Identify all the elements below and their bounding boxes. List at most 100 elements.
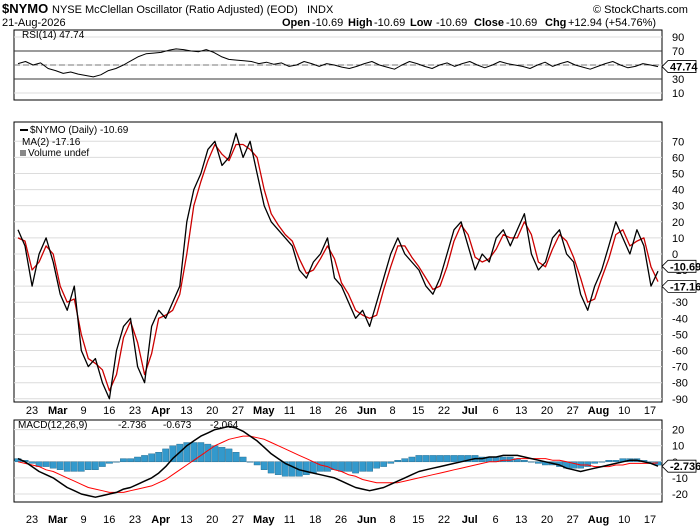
price-last-value: -10.69 bbox=[670, 261, 700, 273]
macd-histogram-bar bbox=[253, 461, 261, 466]
high-label: High bbox=[348, 17, 373, 29]
macd-histogram-bar bbox=[450, 455, 458, 462]
macd-histogram-bar bbox=[387, 461, 395, 464]
price-last-value-box bbox=[661, 259, 697, 273]
price-tick-label: 20 bbox=[672, 217, 684, 229]
macd-histogram-bar bbox=[394, 460, 402, 463]
x-tick-label: 17 bbox=[644, 514, 656, 526]
macd-histogram-bar bbox=[84, 461, 92, 470]
macd-histogram-bar bbox=[499, 456, 507, 463]
macd-histogram-bar bbox=[303, 461, 310, 475]
x-tick-label: 15 bbox=[412, 405, 424, 417]
macd-histogram-bar bbox=[612, 460, 620, 463]
macd-histogram-bar bbox=[155, 452, 163, 463]
price-tick-label: -40 bbox=[672, 313, 688, 325]
x-tick-label: 10 bbox=[618, 514, 630, 526]
macd-histogram-bar bbox=[478, 456, 486, 463]
macd-legend-value-macd: -2.736 bbox=[118, 420, 147, 431]
macd-histogram-bar bbox=[528, 461, 535, 463]
close-label: Close bbox=[474, 17, 504, 29]
x-tick-label: 10 bbox=[618, 405, 630, 417]
macd-histogram-bar bbox=[113, 461, 120, 463]
rsi-last-value: 47.74 bbox=[670, 62, 698, 74]
rsi-last-value-box bbox=[661, 60, 697, 73]
x-tick-label: 17 bbox=[644, 405, 656, 417]
price-tick-label: 30 bbox=[672, 201, 684, 213]
macd-histogram-bar bbox=[422, 455, 430, 462]
x-tick-label: 11 bbox=[284, 405, 295, 417]
macd-histogram-bar bbox=[183, 442, 191, 462]
rsi-tick-label: 10 bbox=[672, 88, 684, 100]
macd-histogram-bar bbox=[246, 461, 254, 463]
macd-histogram-bar bbox=[42, 461, 50, 467]
macd-histogram-bar bbox=[204, 443, 212, 463]
x-axis-price: 23 Mar 9 16 23 Apr 13 20 27 May 11 18 26 Jun 8 15 22 Jul 6… bbox=[26, 405, 656, 417]
x-tick-label: 6 bbox=[492, 405, 498, 417]
x-tick-label: 16 bbox=[103, 405, 115, 417]
macd-histogram-bar bbox=[408, 456, 416, 463]
macd-histogram-bar bbox=[162, 448, 170, 462]
low-value: -10.69 bbox=[436, 17, 467, 29]
x-tick-label: 9 bbox=[80, 514, 86, 526]
exchange: INDX bbox=[307, 4, 334, 16]
macd-histogram-bar bbox=[197, 442, 205, 462]
macd-histogram-bar bbox=[436, 455, 444, 462]
x-tick-label: 9 bbox=[80, 405, 86, 417]
volume-legend-swatch bbox=[20, 150, 26, 156]
rsi-line bbox=[17, 48, 659, 78]
x-tick-label: 13 bbox=[180, 514, 192, 526]
macd-histogram-bar bbox=[274, 461, 282, 475]
x-tick-label: 20 bbox=[206, 514, 218, 526]
macd-histogram-bar bbox=[584, 461, 592, 467]
macd-line bbox=[17, 425, 659, 498]
macd-legend-value-hist: -2.064 bbox=[210, 420, 239, 431]
x-tick-label: 13 bbox=[515, 405, 527, 417]
price-legend: $NYMO (Daily) -10.69 bbox=[30, 125, 129, 136]
x-tick-label: 22 bbox=[438, 514, 450, 526]
price-tick-label: 10 bbox=[672, 233, 684, 245]
close-value: -10.69 bbox=[506, 17, 537, 29]
x-tick-label: 11 bbox=[284, 514, 295, 526]
price-tick-label: -60 bbox=[672, 346, 688, 358]
macd-histogram-bar bbox=[267, 461, 275, 474]
x-tick-label: 23 bbox=[26, 405, 38, 417]
macd-histogram-bar bbox=[28, 461, 36, 464]
macd-histogram-bar bbox=[373, 461, 381, 469]
macd-histogram-bar bbox=[225, 448, 233, 462]
macd-histogram-bar bbox=[359, 461, 367, 472]
price-panel: 706050403020100-10-20-30-40-50-60-70-80-… bbox=[13, 121, 700, 406]
macd-histogram-bar bbox=[98, 461, 106, 467]
price-tick-label: -90 bbox=[672, 394, 688, 406]
macd-histogram-bar bbox=[232, 452, 240, 463]
x-tick-label: 23 bbox=[129, 405, 141, 417]
price-frame bbox=[13, 121, 663, 403]
x-tick-label: Apr bbox=[151, 405, 171, 417]
macd-histogram-bar bbox=[605, 460, 613, 463]
x-tick-label: 16 bbox=[103, 514, 115, 526]
x-tick-label: 8 bbox=[389, 514, 395, 526]
macd-histogram-bar bbox=[535, 461, 542, 464]
high-value: -10.69 bbox=[374, 17, 405, 29]
x-tick-label: 26 bbox=[335, 514, 347, 526]
macd-histogram-bar bbox=[415, 455, 423, 462]
x-tick-label: Jun bbox=[357, 405, 377, 417]
x-tick-label: 22 bbox=[438, 405, 450, 417]
macd-histogram-bar bbox=[521, 460, 528, 463]
x-tick-label: May bbox=[253, 514, 275, 526]
x-tick-label: 27 bbox=[232, 405, 244, 417]
low-label: Low bbox=[410, 17, 432, 29]
macd-histogram-bar bbox=[56, 461, 64, 470]
macd-histogram-bar bbox=[239, 456, 247, 463]
macd-tick-label: 20 bbox=[672, 425, 684, 437]
x-axis-macd: 23 Mar 9 16 23 Apr 13 20 27 May 11 18 26 Jun 8 15 22 Jul 6… bbox=[26, 514, 656, 526]
x-tick-label: Mar bbox=[48, 405, 68, 417]
open-label: Open bbox=[282, 17, 310, 29]
x-tick-label: 13 bbox=[515, 514, 527, 526]
x-tick-label: 18 bbox=[309, 514, 321, 526]
macd-histogram-bar bbox=[401, 458, 409, 463]
x-tick-label: 8 bbox=[389, 405, 395, 417]
macd-histogram-bar bbox=[49, 461, 57, 469]
x-tick-label: Jul bbox=[462, 405, 478, 417]
